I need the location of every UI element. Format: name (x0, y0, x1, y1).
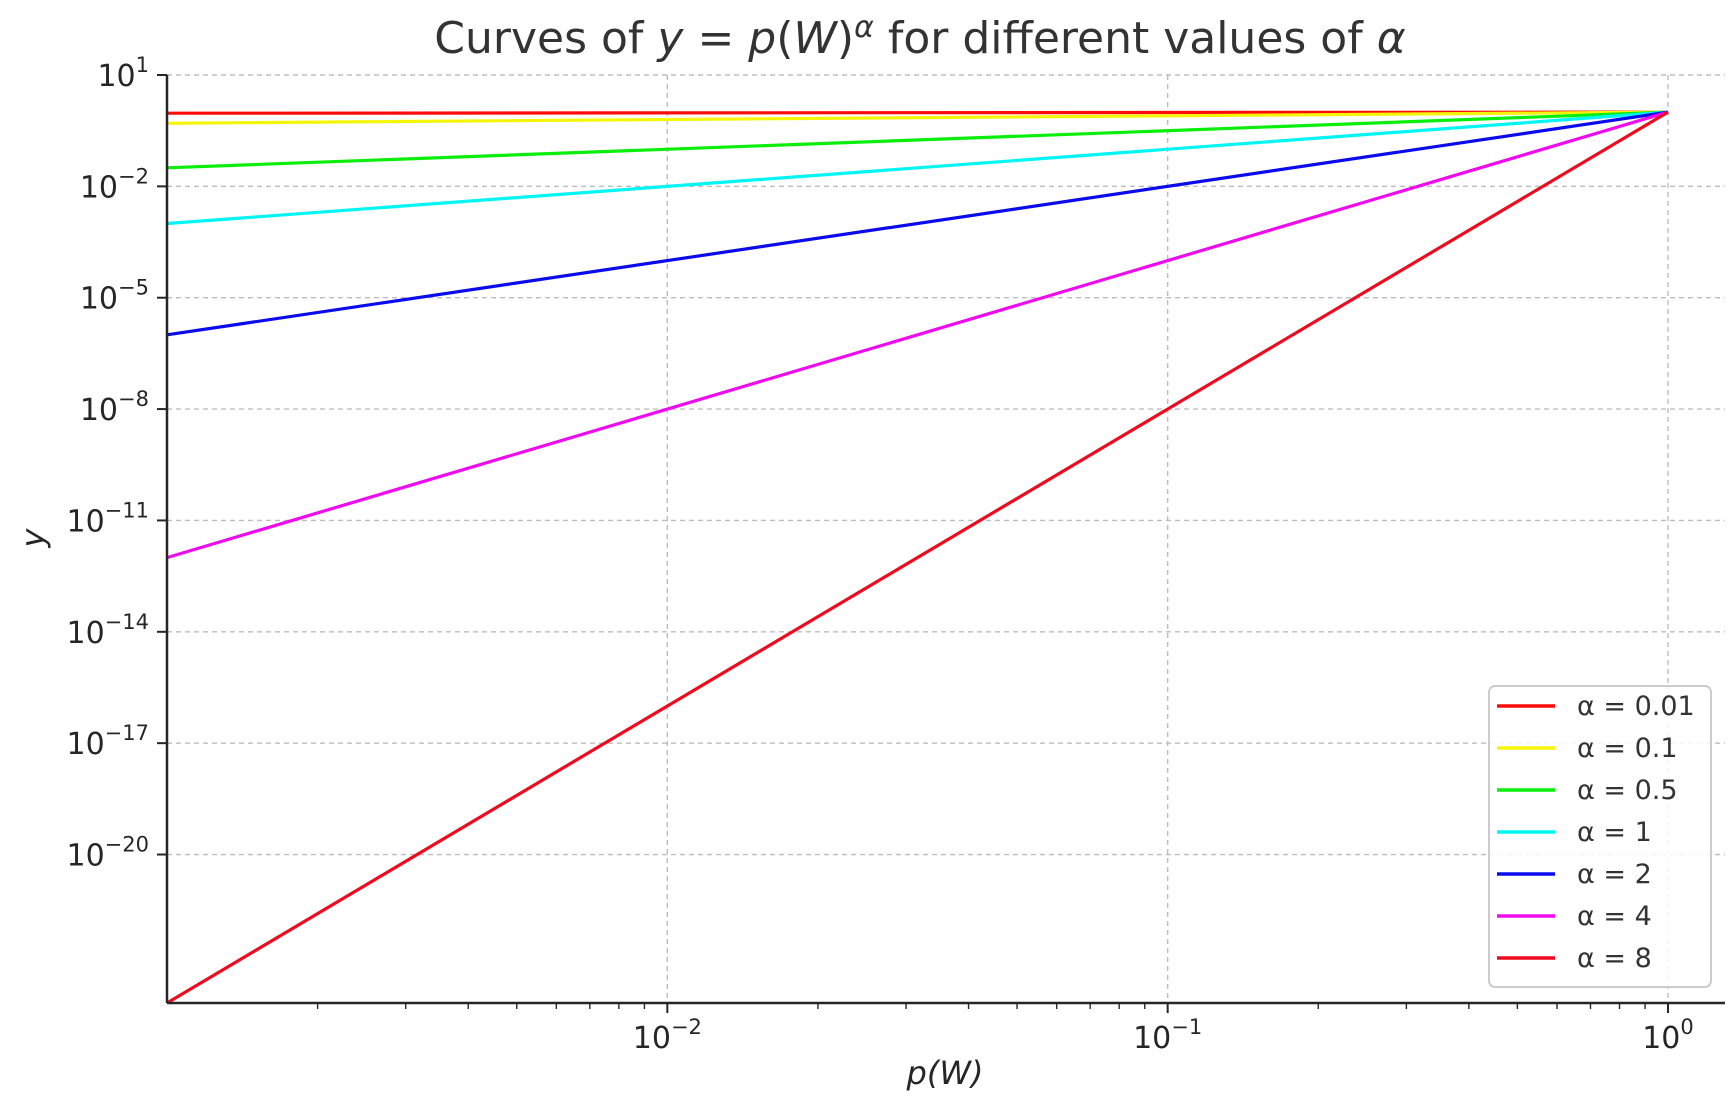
series-line-alpha-0-5 (166, 110, 1669, 170)
chart-title: Curves of y = p(W)α for different values… (434, 10, 1405, 64)
series-line-alpha-0-1 (166, 110, 1669, 125)
series-line-alpha-1 (166, 110, 1669, 226)
x-tick-label: 100 (1642, 1015, 1694, 1056)
title-w: W (793, 13, 838, 64)
series-line-alpha-0-01 (167, 110, 1669, 115)
title-suffix: for different values of (874, 13, 1377, 64)
legend-label: α = 2 (1577, 859, 1652, 890)
grid (167, 74, 1725, 1003)
series-lines (166, 110, 1669, 1005)
y-tick-label: 101 (97, 53, 149, 94)
legend-label: α = 1 (1577, 817, 1652, 848)
y-tick-label: 10−5 (80, 276, 149, 317)
y-tick-label: 10−2 (80, 164, 149, 205)
y-tick-label: 10−14 (66, 610, 149, 651)
title-prefix: Curves of (434, 13, 657, 64)
title-y: y (655, 13, 684, 64)
title-eq: = (683, 13, 748, 64)
series-line-alpha-8 (166, 110, 1669, 1005)
title-alpha-exp: α (854, 10, 874, 45)
legend-label: α = 4 (1577, 901, 1652, 932)
y-ticks: 101 10−2 10−5 10−8 10−11 10−14 10−17 10−20 (66, 53, 167, 874)
y-tick-label: 10−20 (66, 833, 149, 874)
title-pw: p (747, 13, 776, 64)
y-axis-label: y (14, 527, 52, 548)
x-tick-label: 10−2 (633, 1015, 702, 1056)
legend-frame (1488, 685, 1712, 988)
x-tick-label: 10−1 (1133, 1015, 1202, 1056)
y-tick-label: 10−17 (66, 721, 149, 762)
title-alpha: α (1377, 13, 1406, 64)
legend-label: α = 8 (1577, 943, 1652, 974)
title-paren-close: ) (837, 13, 854, 64)
x-ticks: 10−2 10−1 100 (633, 1003, 1694, 1056)
series-line-alpha-2 (166, 110, 1669, 337)
series-line-alpha-4 (166, 110, 1669, 560)
x-axis-label: p(W) (906, 1054, 984, 1092)
title-paren-open: ( (776, 13, 793, 64)
legend-label: α = 0.1 (1577, 733, 1678, 764)
y-tick-label: 10−8 (80, 387, 149, 428)
y-tick-label: 10−11 (66, 498, 149, 539)
legend-label: α = 0.01 (1577, 691, 1695, 722)
legend-label: α = 0.5 (1577, 775, 1678, 806)
legend: α = 0.01 α = 0.1 α = 0.5 α = 1 α = 2 α = 4 α =… (1488, 685, 1712, 988)
